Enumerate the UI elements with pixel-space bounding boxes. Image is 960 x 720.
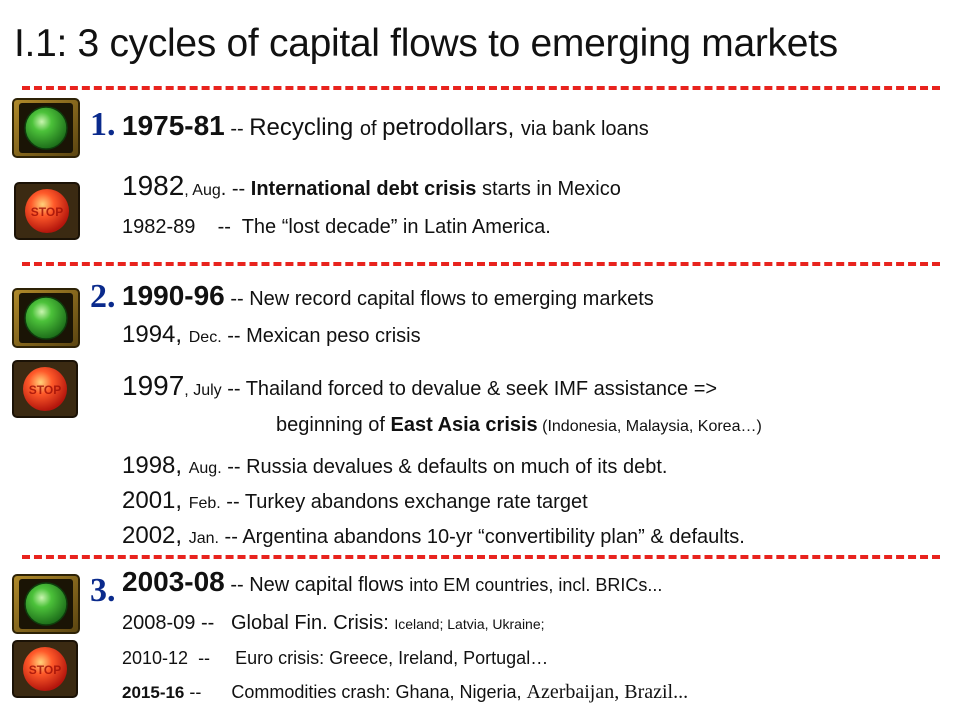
cycle-2-line-2: 1994, Dec. -- Mexican peso crisis xyxy=(122,321,421,349)
qualifier: Feb. xyxy=(188,495,221,512)
year: 2003-08 xyxy=(122,566,225,597)
qualifier: , Aug xyxy=(184,182,221,199)
stop-traffic-light-icon: STOP xyxy=(14,182,80,240)
cycle-1-line-3: 1982-89 -- The “lost decade” in Latin Am… xyxy=(122,216,551,239)
text: New capital flows xyxy=(249,574,410,596)
separator: -- xyxy=(224,288,250,310)
year: 2001, xyxy=(122,487,189,514)
year: 2008-09 xyxy=(122,612,196,634)
text: Thailand forced to devalue & seek IMF as… xyxy=(245,378,718,400)
bold-text: International debt crisis xyxy=(250,178,477,200)
year: 1975-81 xyxy=(122,110,225,141)
separator: -- xyxy=(224,118,250,140)
separator: -- xyxy=(195,216,242,238)
cycle-3-line-2: 2008-09 -- Global Fin. Crisis: Iceland; … xyxy=(122,612,545,635)
text: Turkey abandons exchange rate target xyxy=(244,491,588,513)
svg-text:STOP: STOP xyxy=(31,205,63,219)
cycle-3-line-3: 2010-12 -- Euro crisis: Greece, Ireland,… xyxy=(122,648,548,669)
text: Argentina abandons 10-yr “convertibility… xyxy=(242,526,745,548)
cycle-2-line-7: 2002, Jan. -- Argentina abandons 10-yr “… xyxy=(122,522,745,550)
year: 2010-12 xyxy=(122,648,189,668)
text: petrodollars, xyxy=(382,114,521,141)
year: 1998, xyxy=(122,452,189,479)
svg-text:STOP: STOP xyxy=(29,663,61,677)
separator: . -- xyxy=(220,178,251,200)
qualifier: Jan. xyxy=(188,530,219,547)
separator: -- xyxy=(224,574,250,596)
text: Recycling xyxy=(249,114,360,141)
text: New record capital flows to emerging mar… xyxy=(249,288,654,310)
cycle-2-line-1: 1990-96 -- New record capital flows to e… xyxy=(122,280,654,312)
separator: -- xyxy=(220,491,245,513)
bold-text: East Asia crisis xyxy=(390,414,538,436)
separator: -- xyxy=(221,456,247,478)
text: (Indonesia, Malaysia, Korea…) xyxy=(537,418,762,435)
qualifier: Dec. xyxy=(188,329,222,346)
cycle-2-line-6: 2001, Feb. -- Turkey abandons exchange r… xyxy=(122,487,588,515)
separator: -- xyxy=(188,648,236,668)
stop-traffic-light-icon: STOP xyxy=(12,360,78,418)
text: into EM countries, incl. BRICs... xyxy=(409,575,663,595)
year: 1994, xyxy=(122,321,189,348)
text: starts in Mexico xyxy=(476,178,621,200)
text: via bank loans xyxy=(520,118,649,140)
text: of xyxy=(359,118,383,140)
text: Russia devalues & defaults on much of it… xyxy=(246,456,668,478)
divider-bottom xyxy=(22,555,940,559)
cycle-number-1: 1. xyxy=(90,106,116,143)
text: beginning of xyxy=(276,414,391,436)
cycle-number-3: 3. xyxy=(90,572,116,609)
cycle-2-line-5: 1998, Aug. -- Russia devalues & defaults… xyxy=(122,452,667,480)
cycle-2-line-3: 1997, July -- Thailand forced to devalue… xyxy=(122,370,717,402)
year: 1982-89 xyxy=(122,216,196,238)
separator: -- xyxy=(218,526,243,548)
cycle-1-line-2: 1982, Aug. -- International debt crisis … xyxy=(122,170,621,202)
cycle-3-line-1: 2003-08 -- New capital flows into EM cou… xyxy=(122,566,662,598)
year: 1997 xyxy=(122,370,185,401)
year: 2015-16 xyxy=(122,683,185,702)
divider-middle xyxy=(22,262,940,266)
qualifier: Aug. xyxy=(188,460,222,477)
text: Commodities crash: Ghana, Nigeria, xyxy=(231,682,527,702)
separator: -- xyxy=(221,378,246,400)
cycle-1-line-1: 1975-81 -- Recycling of petrodollars, vi… xyxy=(122,110,649,142)
year: 1990-96 xyxy=(122,280,225,311)
go-traffic-light-icon xyxy=(12,574,80,634)
cycle-2-line-4: beginning of East Asia crisis (Indonesia… xyxy=(276,414,762,437)
text: Iceland; Latvia, Ukraine; xyxy=(394,616,545,632)
stop-traffic-light-icon: STOP xyxy=(12,640,78,698)
text: Mexican peso crisis xyxy=(246,325,421,347)
text: Global Fin. Crisis: xyxy=(230,612,395,634)
year: 1982 xyxy=(122,170,185,201)
divider-top xyxy=(22,86,940,90)
qualifier: , July xyxy=(184,382,222,399)
separator: -- xyxy=(195,612,231,634)
year: 2002, xyxy=(122,522,189,549)
svg-text:STOP: STOP xyxy=(29,383,61,397)
go-traffic-light-icon xyxy=(12,98,80,158)
text: Euro crisis: Greece, Ireland, Portugal… xyxy=(235,648,549,668)
text: Azerbaijan, Brazil... xyxy=(526,681,689,703)
slide-title: I.1: 3 cycles of capital flows to emergi… xyxy=(14,22,838,65)
cycle-number-2: 2. xyxy=(90,278,116,315)
text: The “lost decade” in Latin America. xyxy=(241,216,551,238)
separator: -- xyxy=(184,682,232,702)
separator: -- xyxy=(221,325,247,347)
go-traffic-light-icon xyxy=(12,288,80,348)
cycle-3-line-4: 2015-16 -- Commodities crash: Ghana, Nig… xyxy=(122,681,688,704)
